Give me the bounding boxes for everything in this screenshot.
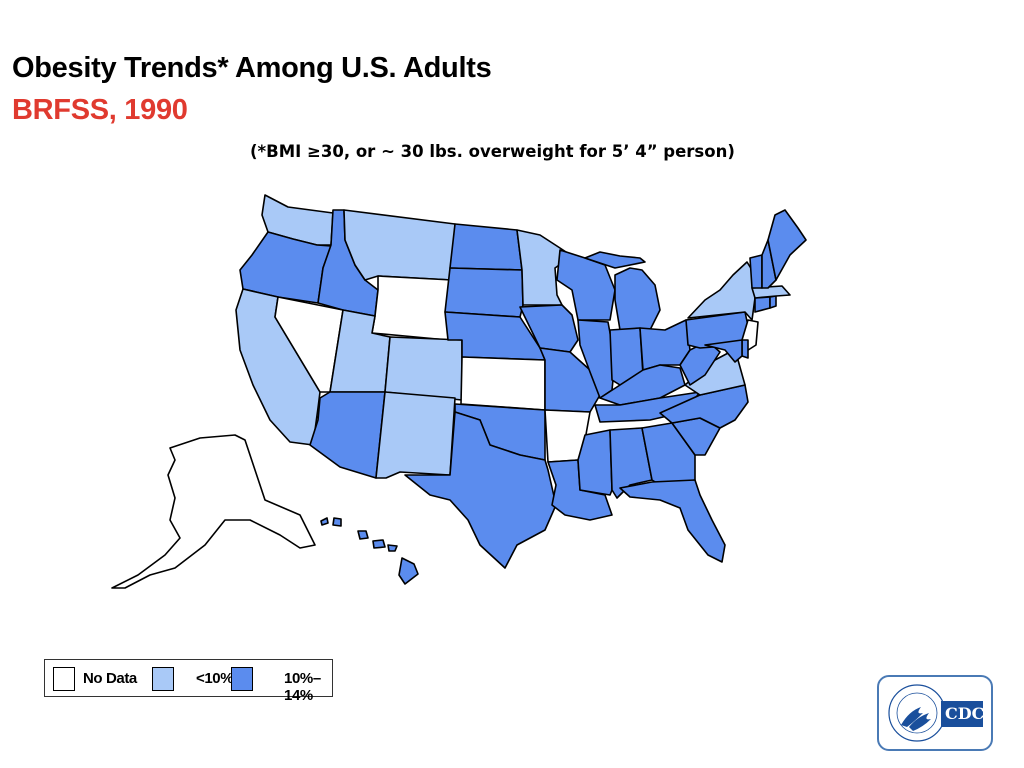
state-hi-island[interactable] [320, 517, 329, 526]
legend-swatch-lt10 [152, 667, 174, 691]
state-me[interactable] [767, 209, 807, 281]
legend-label-lt10: <10% [196, 670, 234, 687]
state-mt[interactable] [343, 209, 456, 281]
cdc-logo-text: CDC [945, 704, 985, 723]
state-nv[interactable] [274, 296, 344, 393]
state-mn[interactable] [516, 229, 573, 306]
state-ks[interactable] [460, 356, 546, 411]
state-fl[interactable] [619, 479, 726, 563]
hhs-eagle-icon [888, 684, 983, 742]
state-nd[interactable] [449, 223, 523, 271]
us-obesity-map [111, 194, 807, 589]
state-mi[interactable] [614, 267, 661, 331]
state-mo[interactable] [539, 347, 601, 413]
cdc-logo: CDC [877, 675, 993, 751]
state-ms[interactable] [577, 429, 613, 496]
state-md[interactable] [704, 339, 743, 363]
state-ct[interactable] [754, 296, 771, 313]
state-nm[interactable] [375, 391, 456, 479]
legend-swatch-10-14 [231, 667, 253, 691]
state-de[interactable] [741, 339, 749, 359]
page-title: Obesity Trends* Among U.S. Adults [12, 52, 492, 84]
page-subtitle: BRFSS, 1990 [12, 94, 188, 126]
legend-swatch-no-data [53, 667, 75, 691]
state-tx[interactable] [404, 411, 557, 569]
state-sd[interactable] [444, 267, 524, 318]
state-hi-island[interactable] [372, 539, 386, 549]
state-ma[interactable] [751, 285, 791, 299]
bmi-footnote: (*BMI ≥30, or ~ 30 lbs. overweight for 5… [250, 142, 735, 161]
state-co[interactable] [384, 336, 463, 401]
state-ny[interactable] [687, 261, 756, 321]
map-legend: No Data <10% 10%–14% [44, 659, 333, 704]
state-ri[interactable] [769, 295, 777, 309]
state-hi-island[interactable] [357, 530, 369, 540]
state-mi-upper[interactable] [584, 251, 646, 269]
legend-label-10-14: 10%–14% [284, 670, 321, 704]
state-hi-island[interactable] [398, 557, 419, 585]
state-hi-island[interactable] [387, 544, 398, 552]
state-ak[interactable] [111, 434, 316, 589]
state-nh[interactable] [761, 239, 777, 289]
state-vt[interactable] [749, 254, 763, 289]
state-wy[interactable] [371, 275, 453, 341]
state-az[interactable] [309, 391, 386, 479]
state-hi-island[interactable] [332, 517, 342, 527]
legend-label-no-data: No Data [83, 670, 137, 687]
